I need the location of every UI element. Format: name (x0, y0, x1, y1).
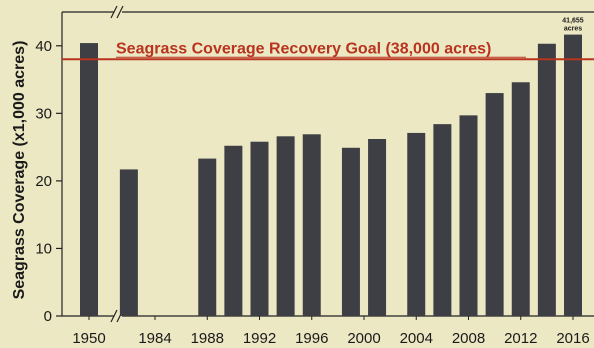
bar-1988 (198, 158, 217, 316)
bar-1994 (276, 136, 295, 316)
x-tick-label: 2000 (347, 330, 380, 347)
bar-2001 (368, 139, 387, 316)
bar-2016 (564, 34, 582, 317)
y-tick-label: 0 (44, 308, 52, 325)
bar-1982 (119, 169, 138, 316)
bar-1992 (250, 141, 269, 316)
x-tick-label: 2012 (504, 330, 537, 347)
x-tick-label: 1984 (138, 330, 171, 347)
data-label-2016: 41,655 (562, 18, 584, 25)
axis-break-mark (116, 5, 124, 19)
axis-break-gap-top (114, 6, 122, 18)
y-tick-label: 30 (35, 105, 52, 122)
bar-1996 (302, 134, 321, 316)
x-tick-label: 1988 (191, 330, 224, 347)
x-tick-label: 1950 (72, 330, 105, 347)
goal-label: Seagrass Coverage Recovery Goal (38,000 … (116, 40, 491, 57)
x-tick-label: 1996 (295, 330, 328, 347)
bar-2008 (459, 115, 478, 316)
bar-2014 (537, 43, 556, 317)
x-tick-label: 1992 (243, 330, 276, 347)
bar-1950 (80, 43, 98, 316)
y-tick-label: 10 (35, 240, 52, 257)
bar-2010 (485, 93, 504, 316)
data-label-2016: acres (564, 26, 582, 33)
y-tick-label: 40 (35, 38, 52, 55)
x-tick-label: 2004 (400, 330, 433, 347)
axis-break-mark (110, 5, 118, 19)
y-tick-label: 20 (35, 173, 52, 190)
bar-2004 (407, 132, 426, 316)
y-axis-label: Seagrass Coverage (x1,000 acres) (11, 41, 28, 300)
bar-2012 (511, 82, 530, 316)
axis-break-gap-bottom (114, 310, 122, 322)
bar-2006 (433, 124, 452, 317)
x-tick-label: 2008 (452, 330, 485, 347)
axis-break-mark (110, 309, 118, 323)
bar-1990 (224, 145, 243, 316)
x-tick-label: 2016 (556, 330, 589, 347)
bar-1999 (341, 147, 360, 316)
